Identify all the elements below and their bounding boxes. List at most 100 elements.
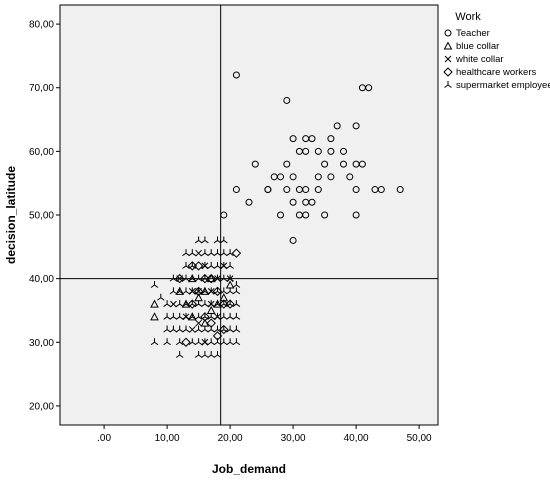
data-point [321, 211, 329, 219]
x-axis-title: Job_demand [212, 462, 286, 476]
data-point [213, 299, 222, 308]
data-point [175, 287, 184, 295]
data-point [157, 293, 165, 301]
data-point [377, 186, 385, 194]
data-point [283, 96, 291, 104]
x-tick-label: 50,00 [407, 433, 432, 444]
data-point [289, 198, 297, 206]
data-point [232, 287, 241, 295]
legend-item: supermarket employee [444, 80, 550, 91]
data-point [170, 300, 177, 308]
data-point [302, 147, 310, 155]
data-point [314, 186, 322, 194]
y-tick-label: 60,00 [29, 147, 54, 158]
data-point [365, 84, 373, 92]
data-point [232, 71, 240, 79]
data-point [163, 300, 171, 307]
data-point [226, 261, 234, 269]
data-point [327, 147, 335, 155]
data-point [352, 122, 360, 130]
y-tick-label: 40,00 [29, 274, 54, 285]
data-point [188, 326, 196, 333]
data-point [201, 236, 209, 244]
data-point [193, 261, 204, 271]
data-point [163, 338, 171, 346]
data-point [225, 299, 235, 309]
legend-label: healthcare workers [456, 67, 537, 78]
data-point [181, 299, 191, 308]
y-tick-label: 20,00 [29, 401, 54, 412]
data-point [321, 160, 329, 168]
legend-item: white collar [444, 54, 504, 65]
data-point [352, 211, 360, 219]
data-point [232, 312, 241, 320]
legend-label: blue collar [456, 41, 499, 52]
data-point [200, 312, 210, 322]
data-point [327, 135, 335, 143]
data-point [251, 160, 259, 168]
data-point [201, 338, 209, 346]
legend-label: supermarket employee [456, 80, 550, 91]
data-point [245, 198, 253, 206]
data-point [200, 273, 210, 284]
data-point [226, 249, 234, 257]
y-axis-ticks: 20,00 30,00 40,00 50,00 60,00 70,00 80,00 [29, 20, 60, 412]
data-point [194, 287, 203, 295]
x-tick-label: .00 [97, 433, 111, 444]
data-point [200, 286, 210, 295]
data-point [193, 286, 204, 297]
data-point [175, 338, 184, 346]
data-point [175, 286, 185, 295]
data-point [174, 273, 185, 284]
data-point [308, 198, 316, 206]
legend-label: white collar [455, 54, 504, 65]
legend-item: blue collar [443, 41, 499, 52]
x-tick-label: 30,00 [281, 433, 306, 444]
data-point [232, 338, 241, 346]
x-tick-label: 20,00 [218, 433, 243, 444]
data-point [314, 147, 322, 155]
data-point [150, 312, 159, 321]
legend: Work Teacher blue collar white collar healt… [443, 11, 550, 91]
data-point [175, 351, 184, 358]
data-point [340, 160, 347, 168]
data-point [187, 312, 197, 321]
legend-marker [444, 29, 452, 37]
legend-marker [444, 81, 452, 88]
data-point [289, 236, 297, 244]
data-point [206, 273, 216, 284]
data-point [150, 281, 159, 288]
data-point [188, 261, 197, 269]
legend-marker [443, 41, 453, 50]
data-point [302, 186, 310, 194]
series-supermarket-employee [150, 236, 241, 358]
data-point [289, 135, 297, 143]
y-tick-label: 70,00 [29, 83, 54, 94]
data-point [182, 325, 190, 333]
data-point [232, 281, 241, 288]
data-point [340, 147, 347, 155]
x-tick-label: 10,00 [155, 433, 180, 444]
data-point [358, 160, 366, 168]
data-point [302, 211, 310, 219]
data-point [232, 300, 241, 307]
data-point [346, 173, 354, 181]
legend-label: Teacher [456, 28, 490, 39]
data-point [308, 135, 316, 143]
y-tick-label: 50,00 [29, 211, 54, 222]
data-point [352, 186, 360, 194]
data-point [232, 325, 241, 333]
data-point [314, 173, 322, 181]
data-point [264, 186, 272, 194]
data-point [277, 173, 284, 181]
x-tick-label: 40,00 [344, 433, 369, 444]
data-point [396, 186, 404, 194]
data-point [181, 337, 191, 347]
x-axis-ticks: .00 10,00 20,00 30,00 40,00 50,00 [97, 425, 432, 444]
y-axis-title: decision_latitude [4, 166, 18, 264]
data-point [150, 299, 159, 308]
y-tick-label: 30,00 [29, 338, 54, 349]
data-point [232, 186, 240, 194]
data-point [277, 211, 284, 219]
data-point [150, 338, 159, 346]
